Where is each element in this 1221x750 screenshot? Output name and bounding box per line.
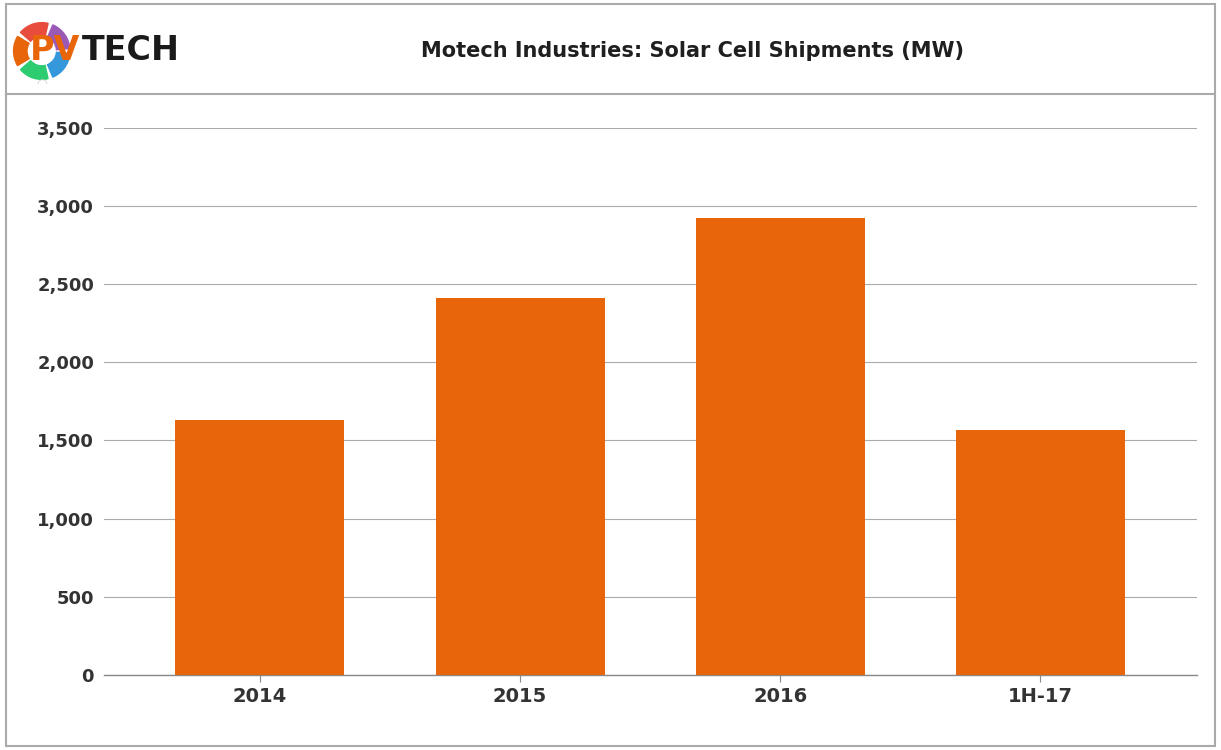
Text: ◠: ◠ [37, 79, 48, 92]
Bar [436, 298, 604, 675]
Wedge shape [13, 37, 29, 65]
Wedge shape [48, 53, 70, 77]
Bar [696, 218, 864, 675]
Wedge shape [21, 61, 48, 80]
Text: Motech Industries: Solar Cell Shipments (MW): Motech Industries: Solar Cell Shipments … [421, 41, 965, 61]
Wedge shape [48, 25, 70, 50]
Bar [956, 430, 1125, 675]
Bar [176, 420, 344, 675]
Text: PV: PV [31, 34, 81, 67]
Text: TECH: TECH [82, 34, 179, 67]
Wedge shape [21, 22, 48, 41]
